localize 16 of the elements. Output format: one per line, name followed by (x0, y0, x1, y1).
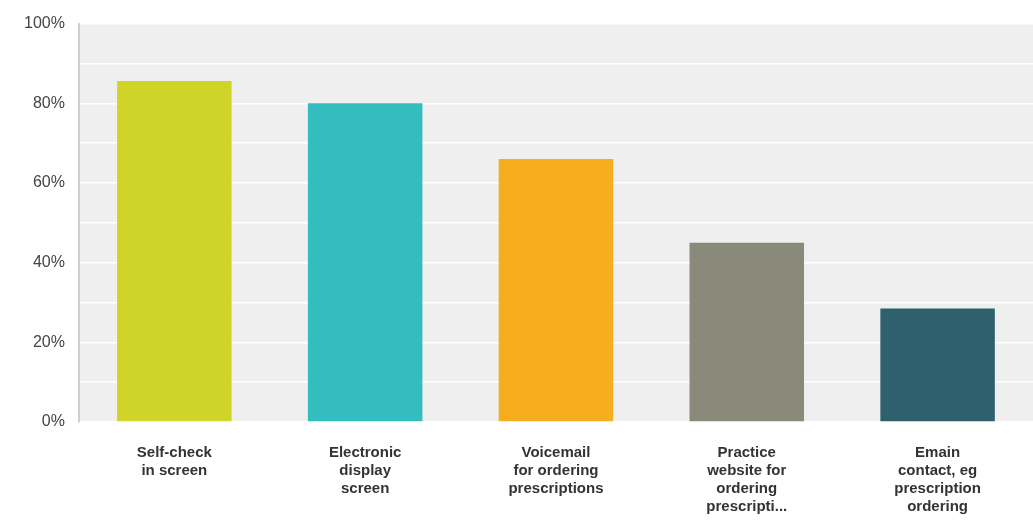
y-tick-label: 80% (32, 93, 65, 111)
x-tick-label: Practice website for ordering prescripti... (706, 443, 788, 515)
bar (117, 80, 232, 422)
bar (498, 159, 614, 422)
x-tick-label: Emain contact, eg prescription ordering (894, 443, 981, 515)
y-tick-label: 20% (32, 332, 65, 350)
y-tick-label: 60% (32, 173, 65, 191)
bar (689, 242, 805, 422)
x-tick-label: Voicemail for ordering prescriptions (508, 443, 604, 497)
y-tick-label: 0% (41, 412, 65, 430)
bar (880, 308, 995, 422)
bar (307, 103, 423, 422)
x-tick-label: Electronic display screen (328, 443, 402, 497)
y-tick-label: 40% (32, 253, 65, 271)
y-tick-label: 100% (24, 14, 65, 32)
x-tick-label: Self-check in screen (136, 443, 213, 479)
